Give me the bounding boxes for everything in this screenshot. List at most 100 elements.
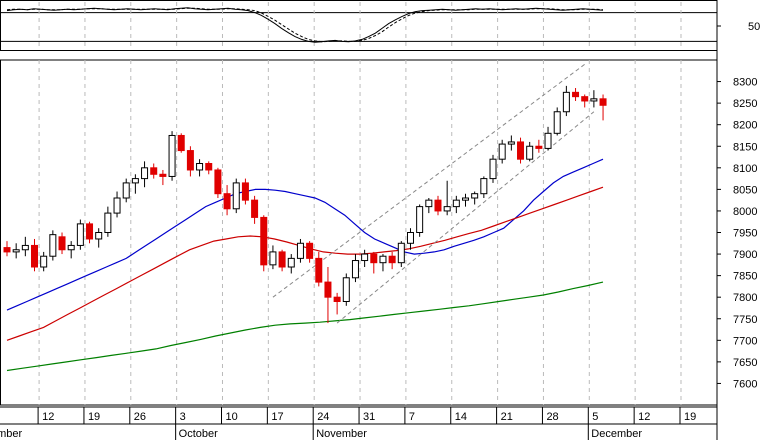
candle-body	[122, 182, 130, 199]
price-y-tick-label: 7700	[733, 335, 757, 347]
candle-body	[196, 163, 204, 171]
price-panel: 7600 7650 7700 7750 7800 7850 7900 7950 8000 8050…	[0, 59, 757, 406]
x-tick-label: 24	[317, 411, 329, 423]
x-month-label: ember	[0, 428, 23, 440]
price-y-tick-label: 8000	[733, 206, 757, 218]
candle-body	[462, 197, 469, 201]
candle-body	[544, 132, 552, 149]
candle-body	[278, 251, 286, 268]
price-y-tick-label: 7750	[733, 314, 757, 326]
candle-body	[306, 242, 314, 259]
candle-body	[269, 251, 277, 266]
candle-body	[150, 167, 158, 175]
axes: 12 19 26 3 10 17 24 31 7 14 21 28 5 12 19 ember October N…	[0, 0, 718, 440]
oscillator-signal-line	[6, 7, 604, 43]
candle-body	[76, 223, 84, 246]
candle-body	[159, 173, 167, 177]
candle-body	[232, 182, 240, 210]
candle-body	[315, 257, 323, 283]
candle-body	[581, 96, 589, 102]
candle-body	[12, 249, 20, 253]
candle-body	[95, 232, 103, 240]
candle-body	[535, 145, 543, 149]
moving-average-line	[6, 186, 604, 341]
x-tick-label: 28	[546, 411, 558, 423]
candle-body	[471, 193, 479, 199]
candle-body	[58, 236, 66, 251]
candle-body	[67, 244, 75, 251]
price-y-tick-label: 7950	[733, 228, 757, 240]
candle-body	[205, 163, 213, 171]
candle-body	[507, 141, 515, 145]
candle-body	[3, 247, 11, 253]
candle-body	[287, 257, 295, 268]
candle-body	[434, 199, 442, 212]
price-y-tick-label: 8050	[733, 184, 757, 196]
x-tick-label: 5	[592, 411, 598, 423]
price-y-tick-label: 7650	[733, 357, 757, 369]
moving-average-line	[6, 281, 604, 372]
candle-body	[562, 91, 570, 113]
candle-body	[21, 244, 29, 251]
candle-body	[489, 158, 497, 180]
candle-body	[86, 223, 94, 240]
candle-body	[397, 242, 405, 264]
candle-body	[599, 98, 607, 106]
candle-body	[251, 199, 259, 218]
candle-body	[141, 167, 149, 180]
price-y-tick-label: 7600	[733, 378, 757, 390]
candle-body	[370, 253, 378, 264]
price-y-tick-label: 7900	[733, 249, 757, 261]
x-tick-label: 7	[409, 411, 415, 423]
candle-body	[406, 232, 414, 244]
x-tick-label: 14	[455, 411, 467, 423]
price-y-tick-label: 8150	[733, 141, 757, 153]
x-month-label: November	[316, 428, 367, 440]
candle-body	[49, 234, 57, 257]
trend-channel-line	[272, 63, 586, 298]
x-tick-label: 19	[88, 411, 100, 423]
candle-body	[553, 111, 561, 134]
price-y-tick-label: 8250	[733, 98, 757, 110]
candle-body	[388, 255, 396, 264]
candle-body	[342, 277, 350, 302]
candle-body	[425, 199, 433, 208]
x-month-label: October	[179, 428, 218, 440]
candle-body	[40, 255, 48, 268]
x-month-label: December	[591, 428, 642, 440]
candle-body	[241, 182, 249, 201]
candle-body	[223, 193, 231, 210]
candle-body	[351, 260, 359, 279]
candle-body	[443, 206, 451, 212]
candle-body	[177, 134, 185, 152]
candle-body	[186, 150, 194, 171]
price-y-tick-label: 8200	[733, 120, 757, 132]
candle-body	[333, 296, 341, 302]
candle-body	[379, 255, 387, 264]
price-y-tick-label: 7850	[733, 271, 757, 283]
price-y-tick-label: 7800	[733, 292, 757, 304]
price-y-tick-label: 8300	[733, 77, 757, 89]
x-tick-label: 21	[501, 411, 513, 423]
candle-body	[104, 212, 112, 233]
candle-body	[214, 169, 222, 195]
candle-body	[416, 206, 424, 233]
candle-body	[480, 178, 488, 195]
x-tick-label: 3	[180, 411, 186, 423]
candle-body	[452, 199, 460, 208]
x-tick-label: 19	[684, 411, 696, 423]
candle-body	[590, 98, 598, 102]
moving-average-line	[6, 158, 604, 311]
candle-body	[498, 143, 506, 160]
x-tick-label: 26	[134, 411, 146, 423]
candle-body	[31, 244, 39, 268]
candle-body	[131, 178, 139, 184]
oscillator-frame	[0, 0, 718, 51]
candle-body	[113, 197, 121, 214]
x-tick-label: 17	[271, 411, 283, 423]
x-tick-label: 31	[363, 411, 375, 423]
candle-body	[572, 91, 580, 98]
oscillator-y-tick-label: 50	[748, 21, 760, 33]
x-tick-label: 10	[225, 411, 237, 423]
